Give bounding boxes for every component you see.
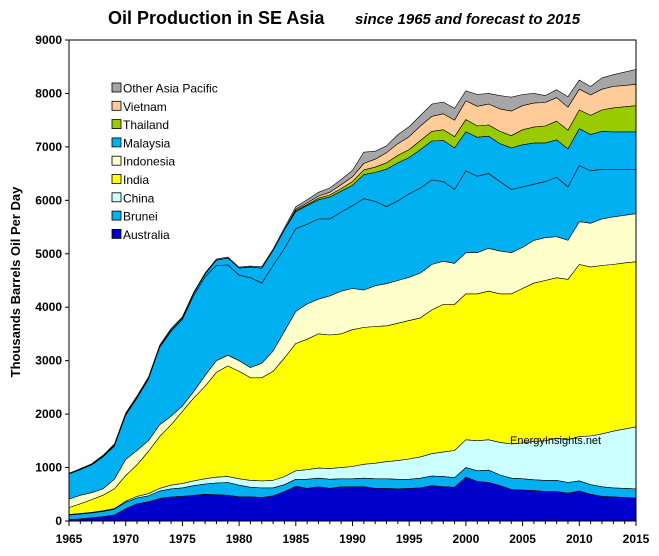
axes-group: 0 1000 2000 3000 4000 5000 6000 7000 8000 9000 196… [35,33,649,546]
legend-label: Other Asia Pacific [123,82,218,96]
legend-label: Brunei [123,210,158,224]
x-tick-label: 1980 [226,532,253,546]
legend-swatch [111,100,122,111]
y-tick-label: 7000 [35,140,62,154]
y-tick-label: 5000 [35,247,62,261]
y-tick-label: 1000 [35,461,62,475]
x-tick-label: 2005 [509,532,536,546]
legend-swatch [111,174,122,184]
legend-label: Vietnam [123,100,167,114]
x-tick-label: 1990 [339,532,366,546]
legend-label: Malaysia [123,136,171,150]
legend-swatch [111,228,122,239]
y-tick-label: 4000 [35,300,62,314]
area-series-group [68,69,637,522]
legend-label: China [123,191,155,205]
legend-swatch [111,82,122,93]
legend-label: Indonesia [123,155,175,169]
y-tick-label: 8000 [35,86,62,100]
x-tick-label: 1975 [169,532,196,546]
legend-swatch [111,210,122,221]
legend-swatch [111,137,122,148]
legend-swatch [111,119,122,129]
y-axis-label: Thousands Barrels Oil Per Day [8,186,23,378]
y-tick-label: 0 [55,514,62,528]
x-tick-label: 1985 [282,532,309,546]
legend-swatch [111,155,122,166]
x-tick-label: 1995 [396,532,423,546]
y-tick-label: 3000 [35,354,62,368]
x-tick-label: 1970 [112,532,139,546]
chart-subtitle: since 1965 and forecast to 2015 [355,11,581,28]
legend-label: India [123,173,149,187]
watermark-text: EnergyInsights.net [510,435,601,447]
x-tick-label: 2015 [623,532,650,546]
chart-title: Oil Production in SE Asia [108,8,325,28]
x-tick-label: 2010 [566,532,593,546]
y-tick-label: 6000 [35,193,62,207]
legend-swatch [111,192,122,203]
x-tick-label: 2000 [453,532,480,546]
y-tick-label: 9000 [35,33,62,47]
legend: Other Asia Pacific Vietnam Thailand Malaysi… [111,82,218,242]
legend-label: Australia [123,228,170,242]
legend-label: Thailand [123,118,169,132]
x-tick-label: 1965 [56,532,83,546]
y-tick-label: 2000 [35,407,62,421]
